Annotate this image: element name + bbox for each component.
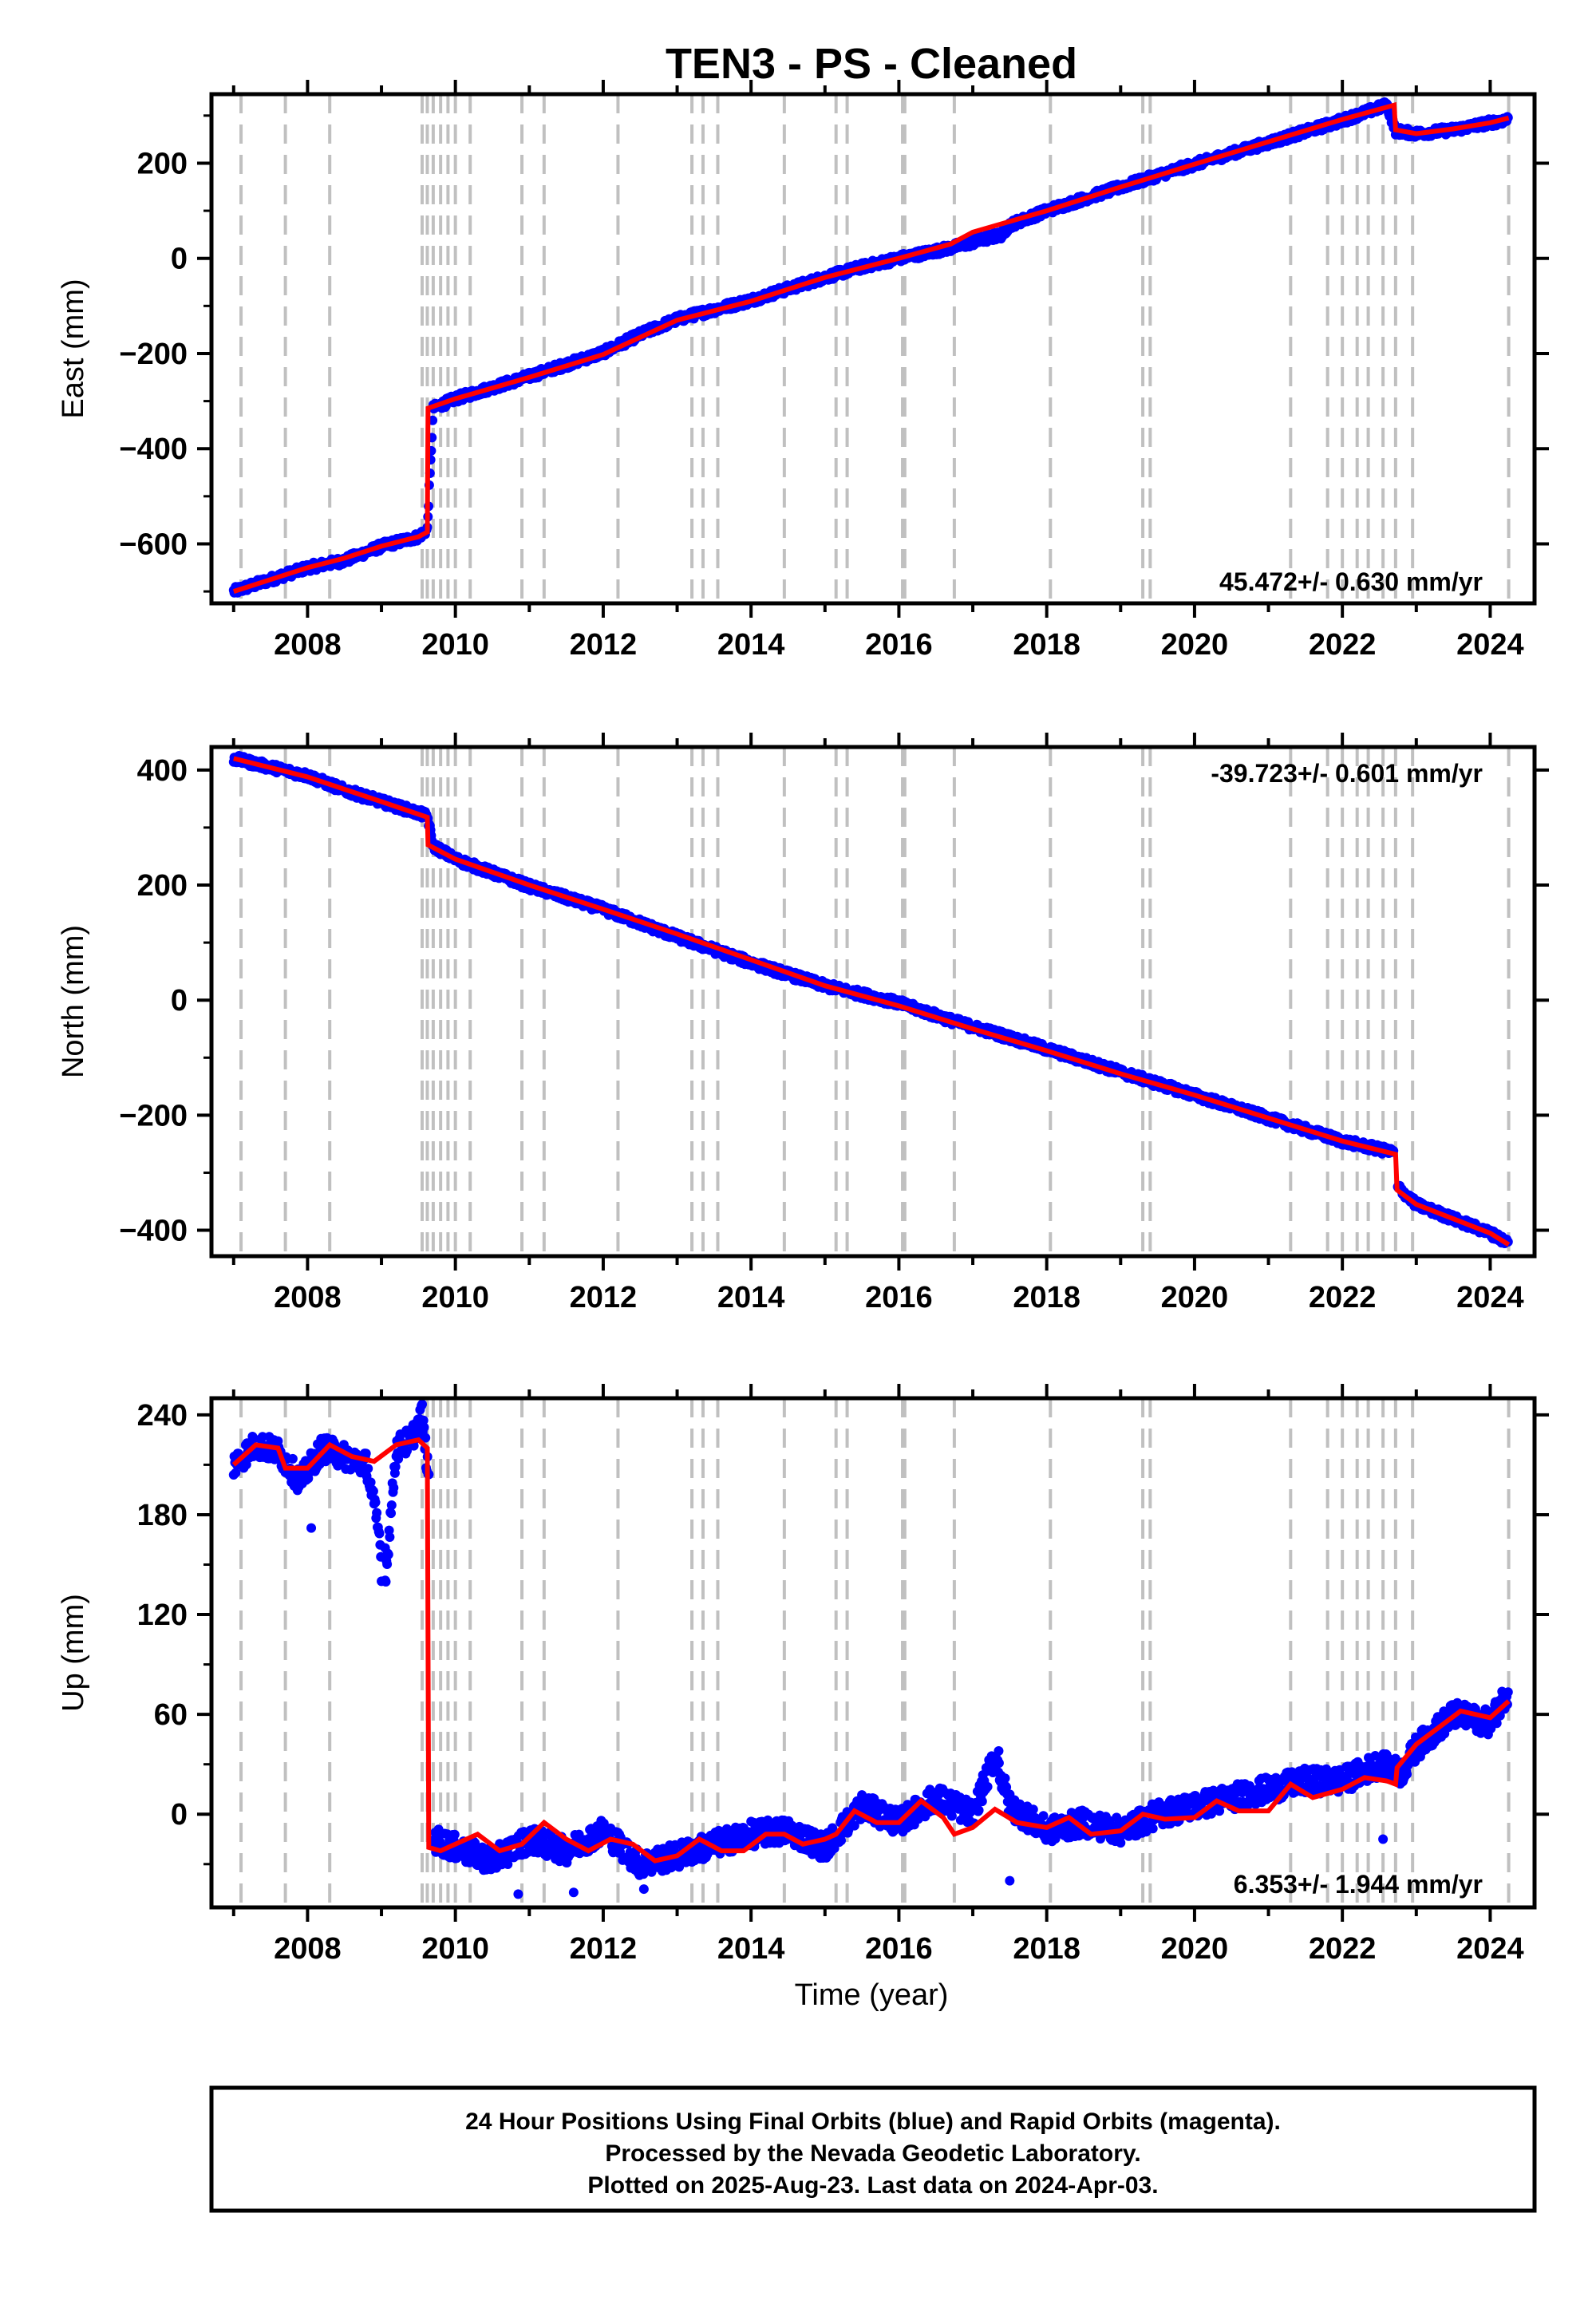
- x-tick-label: 2010: [421, 1281, 489, 1314]
- data-point: [372, 1508, 382, 1518]
- event-lines: [239, 1398, 1511, 1907]
- x-tick-label: 2008: [274, 628, 342, 662]
- data-point: [421, 1433, 431, 1443]
- x-tick-label: 2016: [865, 1281, 933, 1314]
- rate-label: -39.723+/- 0.601 mm/yr: [1211, 759, 1483, 788]
- x-tick-label: 2014: [717, 628, 785, 662]
- data-point: [390, 1461, 401, 1472]
- y-tick-label: 0: [171, 243, 188, 276]
- data-point: [836, 1836, 846, 1846]
- x-tick-label: 2012: [570, 1281, 638, 1314]
- y-tick-label: 200: [137, 869, 188, 903]
- y-tick-label: 0: [171, 984, 188, 1018]
- panel-east: −600 −400 −200 0 200 2008 2010 2012 2014 2016 2018…: [57, 80, 1549, 662]
- rate-label: 45.472+/- 0.630 mm/yr: [1219, 567, 1483, 596]
- data-point: [386, 1500, 397, 1510]
- x-tick-label: 2008: [274, 1281, 342, 1314]
- x-tick-label: 2014: [717, 1281, 785, 1314]
- x-tick-label: 2016: [865, 628, 933, 662]
- data-point: [363, 1464, 373, 1474]
- x-tick-label: 2020: [1161, 628, 1229, 662]
- data-point: [370, 1497, 381, 1508]
- data-point: [361, 1448, 371, 1459]
- y-tick-label: 400: [137, 754, 188, 788]
- x-tick-label: 2018: [1013, 628, 1080, 662]
- data-point: [368, 1486, 378, 1496]
- y-tick-label: −400: [119, 1215, 188, 1248]
- x-tick-label: 2024: [1456, 1281, 1524, 1314]
- data-point: [849, 1820, 859, 1831]
- data-point: [231, 1468, 241, 1478]
- x-tick-label: 2022: [1309, 628, 1377, 662]
- y-tick-label: −600: [119, 528, 188, 561]
- y-tick-label: 200: [137, 147, 188, 180]
- data-point: [241, 1460, 251, 1470]
- y-axis-title: North (mm): [57, 925, 90, 1078]
- model-line: [232, 101, 1510, 594]
- x-tick-label: 2020: [1161, 1281, 1229, 1314]
- x-tick-label: 2012: [570, 628, 638, 662]
- x-tick-label: 2018: [1013, 1281, 1080, 1314]
- data-point: [287, 1453, 298, 1464]
- data-point: [365, 1477, 376, 1488]
- panel-north: −400 −200 0 200 400 2008 2010 2012 2014 2016 2018 2…: [57, 733, 1549, 1314]
- panel-frame: [209, 92, 1537, 606]
- model-line: [233, 756, 1511, 1247]
- data-point: [389, 1483, 399, 1493]
- data-points: [228, 1399, 1513, 1899]
- event-lines: [239, 747, 1511, 1256]
- data-point: [386, 1508, 396, 1519]
- y-tick-label: −200: [119, 338, 188, 371]
- data-point: [374, 1528, 385, 1539]
- data-point: [449, 1829, 460, 1840]
- data-point: [258, 1432, 267, 1442]
- y-tick-label: −400: [119, 433, 188, 466]
- data-point: [402, 1445, 412, 1456]
- data-point: [385, 1532, 395, 1542]
- y-tick-label: −200: [119, 1099, 188, 1132]
- plot-panels: −600 −400 −200 0 200 2008 2010 2012 2014 2016 2018…: [57, 80, 1549, 1966]
- data-point: [419, 1422, 429, 1433]
- data-point: [418, 1415, 429, 1425]
- data-point: [503, 1860, 513, 1869]
- chart-title: TEN3 - PS - Cleaned: [666, 40, 1077, 88]
- x-tick-label: 2022: [1309, 1281, 1377, 1314]
- y-axis-title: East (mm): [57, 279, 90, 418]
- event-lines: [239, 94, 1511, 603]
- data-point: [417, 1399, 427, 1409]
- x-tick-label: 2010: [421, 628, 489, 662]
- x-tick-label: 2024: [1456, 628, 1524, 662]
- data-point: [382, 1559, 393, 1569]
